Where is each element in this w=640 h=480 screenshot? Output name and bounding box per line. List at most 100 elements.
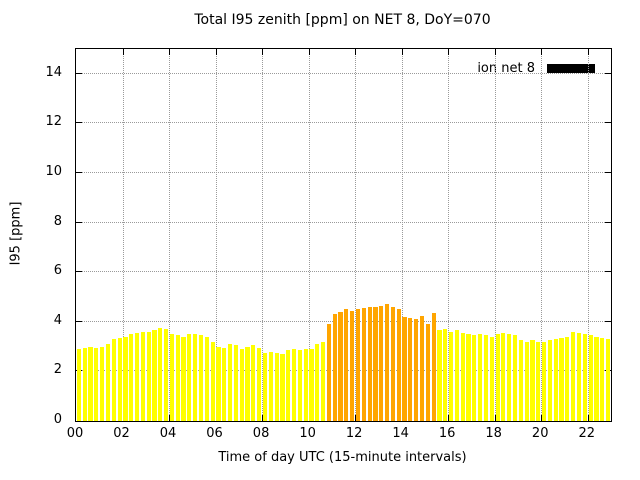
bar-21:30 [576,332,582,421]
bar-07:15 [245,346,250,421]
bar-22:45 [605,339,611,421]
bar-15:45 [443,329,448,421]
bar-09:30 [297,350,302,421]
bar-14:00 [402,316,407,421]
x-axis-label: Time of day UTC (15-minute intervals) [218,450,467,465]
bar-16:00 [448,331,454,421]
bar-15:30 [437,330,442,421]
x-tick-label: 18 [485,426,502,441]
bar-12:15 [361,308,366,421]
x-tick-mark [401,49,403,55]
bar-08:15 [268,351,273,421]
y-tick-label: 4 [53,312,62,328]
bar-12:45 [373,306,378,421]
x-tick-mark [308,49,310,55]
bar-08:45 [280,354,285,421]
bar-10:45 [326,324,332,421]
bar-06:45 [233,345,238,421]
bar-04:15 [175,335,180,421]
x-tick-label: 10 [299,426,316,441]
x-tick-label: 00 [66,426,84,441]
bar-17:15 [478,334,483,421]
x-tick-mark [401,415,403,421]
x-tick-label: 12 [345,426,363,441]
bar-02:30 [134,332,140,421]
bar-00:45 [94,347,99,421]
bar-09:00 [286,350,291,421]
bar-04:30 [181,336,186,421]
grid-line-vertical [587,49,589,421]
bar-06:30 [228,344,233,421]
bar-17:00 [472,335,477,421]
grid-line-vertical [355,49,357,421]
x-tick-mark [262,49,264,55]
bar-01:00 [100,346,105,421]
x-tick-mark [448,415,450,421]
bar-14:15 [408,318,413,421]
grid-line-vertical [308,49,310,421]
bar-05:45 [210,341,215,421]
bar-17:30 [483,335,489,421]
bar-12:30 [367,306,372,421]
bar-20:45 [559,337,564,421]
legend: ion net 8 [477,61,595,76]
bar-00:15 [82,347,87,421]
grid-line-vertical [169,49,171,421]
x-tick-mark [215,415,217,421]
bar-20:15 [547,340,553,421]
x-tick-mark [587,415,589,421]
bar-08:30 [274,352,279,421]
grid-line-horizontal [76,370,611,372]
y-tick-mark [605,271,611,273]
y-tick-mark [605,172,611,173]
bar-22:00 [588,335,593,421]
bar-04:45 [187,334,192,421]
y-tick-label: 2 [53,362,62,378]
bar-22:15 [594,336,599,421]
grid-line-horizontal [76,122,611,124]
bar-12:00 [355,309,361,421]
y-tick-mark [76,271,82,273]
y-tick-label: 0 [53,412,62,427]
bar-00:30 [88,346,93,421]
bar-03:00 [146,331,151,421]
x-tick-mark [169,415,171,421]
bar-10:30 [321,341,326,421]
bar-03:15 [152,330,157,421]
y-tick-mark [76,320,82,322]
bar-18:30 [507,334,512,421]
x-tick-mark [541,49,543,55]
bar-15:15 [431,313,436,421]
bar-01:45 [117,337,122,421]
bar-10:15 [315,344,320,421]
y-tick-label: 6 [53,263,62,279]
bar-04:00 [169,334,175,421]
bar-00:00 [76,349,81,421]
x-tick-mark [169,49,171,55]
plot-area: ion net 8 [75,48,612,422]
y-tick-mark [605,320,611,322]
grid-line-vertical [122,49,124,421]
bar-18:45 [512,335,518,421]
bar-20:30 [553,339,558,421]
y-tick-mark [605,221,611,223]
y-tick-label: 8 [53,213,62,229]
grid-line-horizontal [76,72,611,74]
bar-09:45 [303,349,308,421]
bar-21:15 [571,331,576,421]
grid-line-horizontal [76,221,611,223]
x-tick-mark [494,415,496,421]
grid-line-vertical [262,49,264,421]
bar-05:00 [193,334,198,421]
y-tick-mark [605,122,611,124]
y-tick-mark [76,72,82,74]
y-tick-mark [605,72,611,74]
bar-02:15 [129,334,134,421]
x-tick-mark [308,415,310,421]
bar-11:15 [338,311,343,421]
bar-03:30 [158,328,163,421]
x-tick-mark [355,415,357,421]
x-tick-label: 20 [531,426,549,441]
grid-line-vertical [541,49,543,421]
bar-19:30 [530,340,535,421]
